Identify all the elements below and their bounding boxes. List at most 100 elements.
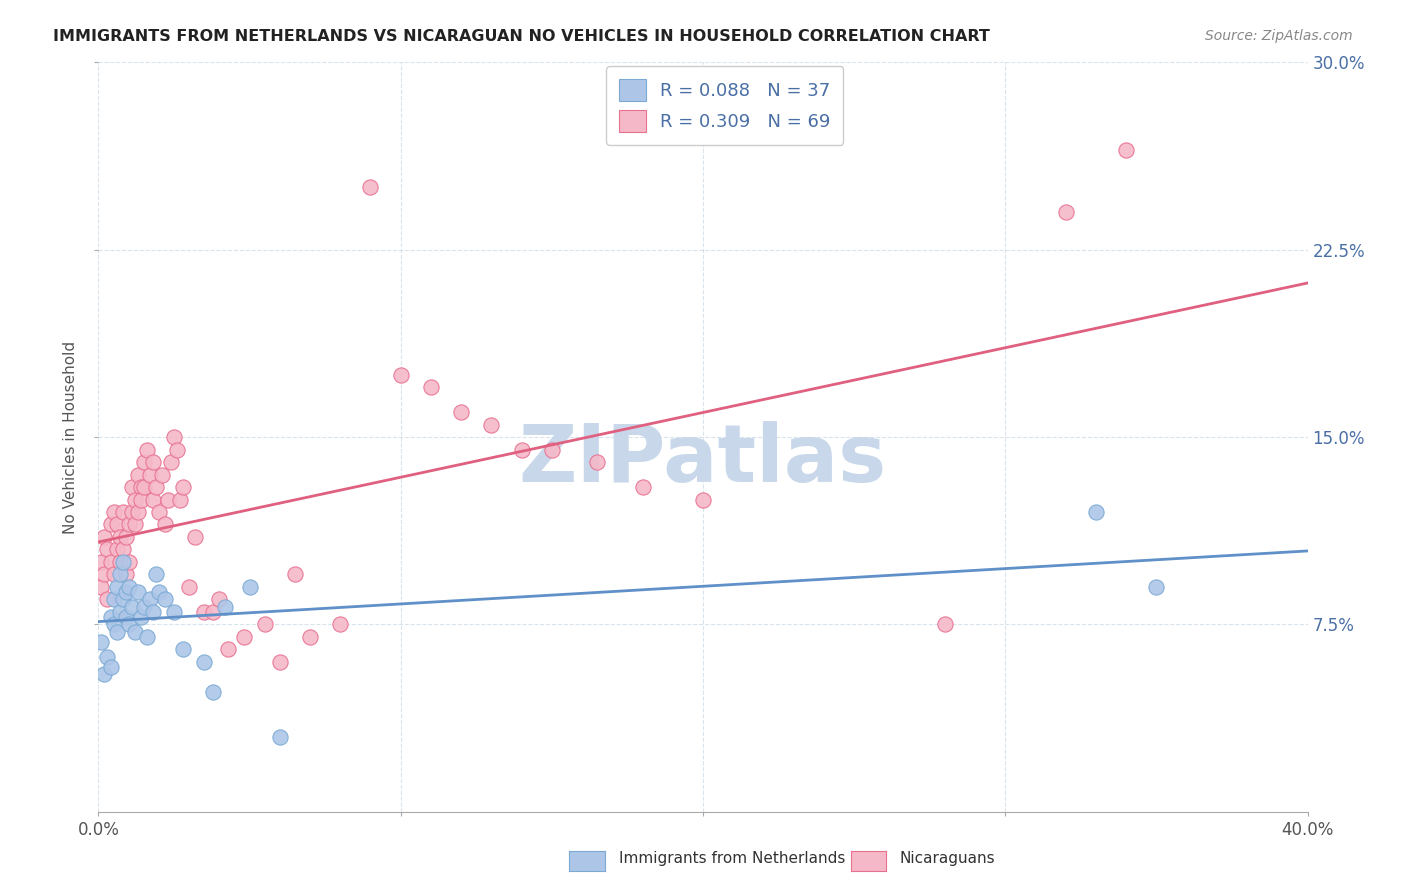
Point: [108, 567, 131, 582]
Point: [142, 492, 165, 507]
Point: [108, 555, 131, 569]
Point: [111, 592, 134, 607]
Point: [100, 517, 122, 532]
Point: [90, 635, 112, 649]
Point: [232, 630, 254, 644]
Legend: R = 0.088   N = 37, R = 0.309   N = 69: R = 0.088 N = 37, R = 0.309 N = 69: [606, 66, 844, 145]
Point: [103, 505, 125, 519]
Point: [100, 610, 122, 624]
Point: [153, 592, 176, 607]
Point: [96, 542, 118, 557]
Point: [118, 617, 141, 632]
Point: [169, 492, 191, 507]
Point: [163, 605, 186, 619]
Point: [93, 567, 115, 582]
Point: [93, 530, 115, 544]
Point: [124, 624, 146, 639]
Point: [114, 567, 136, 582]
Point: [214, 599, 236, 614]
Point: [934, 617, 956, 632]
Point: [360, 180, 382, 194]
Point: [1115, 143, 1137, 157]
Point: [389, 368, 412, 382]
Point: [586, 455, 609, 469]
Point: [135, 442, 157, 457]
Point: [96, 592, 118, 607]
Point: [135, 630, 157, 644]
Point: [139, 592, 162, 607]
Point: [132, 599, 155, 614]
Point: [111, 542, 134, 557]
Point: [1085, 505, 1108, 519]
Point: [1054, 205, 1077, 219]
Point: [105, 542, 128, 557]
Point: [450, 405, 472, 419]
Point: [108, 530, 131, 544]
Point: [142, 605, 165, 619]
Point: [93, 667, 115, 681]
Point: [129, 480, 152, 494]
Point: [103, 617, 125, 632]
Point: [269, 730, 291, 744]
Point: [142, 455, 165, 469]
Point: [148, 505, 170, 519]
Point: [90, 580, 112, 594]
Point: [132, 455, 155, 469]
Point: [105, 624, 128, 639]
Text: Nicaraguans: Nicaraguans: [900, 851, 995, 865]
Y-axis label: No Vehicles in Household: No Vehicles in Household: [63, 341, 79, 533]
Point: [172, 642, 194, 657]
Point: [1144, 580, 1167, 594]
Point: [202, 605, 225, 619]
Point: [124, 517, 146, 532]
Point: [118, 517, 141, 532]
Point: [129, 610, 152, 624]
Point: [239, 580, 262, 594]
Point: [118, 580, 141, 594]
Point: [179, 580, 201, 594]
Point: [253, 617, 276, 632]
Point: [202, 685, 225, 699]
Point: [114, 585, 136, 599]
Point: [150, 467, 173, 482]
Point: [208, 592, 231, 607]
Point: [124, 492, 146, 507]
Point: [121, 480, 143, 494]
Point: [156, 492, 179, 507]
Point: [269, 655, 291, 669]
Point: [166, 442, 188, 457]
Point: [160, 455, 183, 469]
Point: [163, 430, 186, 444]
Point: [217, 642, 239, 657]
Point: [193, 655, 215, 669]
Point: [145, 567, 167, 582]
Point: [103, 592, 125, 607]
Point: [105, 517, 128, 532]
Point: [153, 517, 176, 532]
Text: Source: ZipAtlas.com: Source: ZipAtlas.com: [1205, 29, 1353, 43]
Point: [96, 649, 118, 664]
Text: Immigrants from Netherlands: Immigrants from Netherlands: [619, 851, 845, 865]
Point: [172, 480, 194, 494]
Point: [127, 467, 149, 482]
Point: [111, 505, 134, 519]
Point: [631, 480, 654, 494]
Point: [184, 530, 207, 544]
Point: [118, 555, 141, 569]
Point: [481, 417, 503, 432]
Point: [145, 480, 167, 494]
Point: [121, 505, 143, 519]
Point: [299, 630, 322, 644]
Point: [420, 380, 443, 394]
Point: [540, 442, 562, 457]
Point: [100, 555, 122, 569]
Point: [510, 442, 533, 457]
Point: [114, 530, 136, 544]
Point: [329, 617, 352, 632]
Point: [105, 580, 128, 594]
Point: [284, 567, 307, 582]
Point: [103, 567, 125, 582]
Point: [100, 660, 122, 674]
Point: [127, 585, 149, 599]
Point: [193, 605, 215, 619]
